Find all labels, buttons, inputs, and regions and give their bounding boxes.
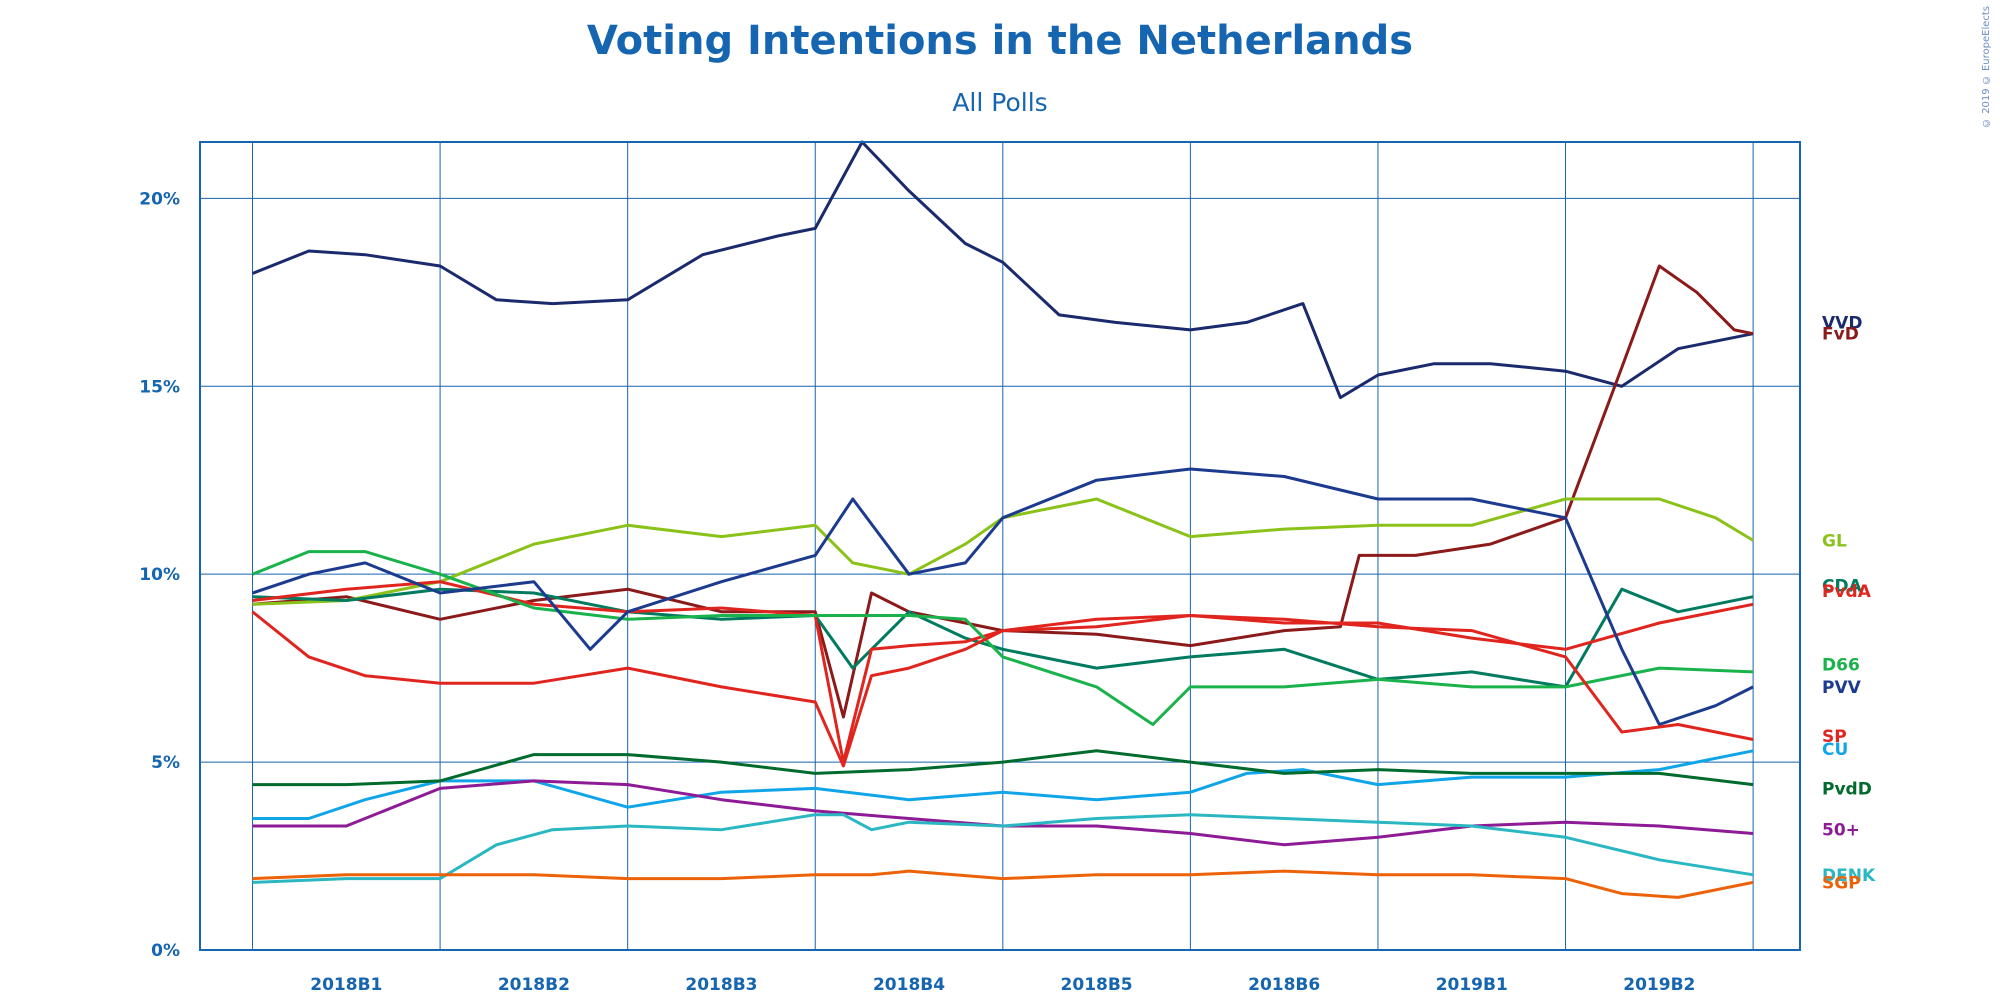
series-lines — [251, 140, 1754, 899]
x-axis-tick-labels: 2018B1 2018B2 2018B3 2018B4 2018B5 2018B6 2019… — [310, 975, 1695, 995]
y-tick-label: 0% — [151, 941, 180, 961]
series-label-denk: DENK — [1822, 866, 1876, 886]
series-line-sgp — [252, 869, 1754, 899]
series-line-cda — [252, 587, 1754, 689]
x-tick-label: 2019B1 — [1436, 975, 1508, 995]
x-tick-label: 2018B2 — [498, 975, 570, 995]
series-label-gl: GL — [1822, 531, 1847, 551]
series-line-fvd — [252, 264, 1754, 719]
series-label-cu: CU — [1822, 740, 1848, 760]
series-line-sp — [251, 610, 1754, 768]
chart-subtitle: All Polls — [952, 88, 1048, 117]
series-line-vvd — [251, 140, 1754, 400]
series-label-d66: D66 — [1822, 655, 1860, 675]
series-label-vvd: VVD — [1822, 313, 1862, 333]
chart-title: Voting Intentions in the Netherlands — [586, 18, 1414, 64]
y-tick-label: 20% — [139, 189, 180, 209]
series-label-pvda: PvdA — [1822, 582, 1872, 602]
series-label-fvd: FvD — [1822, 325, 1859, 345]
series-label-pvv: PVV — [1822, 678, 1862, 698]
x-tick-label: 2018B1 — [310, 975, 382, 995]
x-tick-label: 2018B5 — [1061, 975, 1133, 995]
x-tick-label: 2019B2 — [1623, 975, 1695, 995]
x-tick-label: 2018B4 — [873, 975, 945, 995]
y-tick-label: 15% — [139, 377, 180, 397]
series-line-pvv — [252, 467, 1754, 726]
grid — [200, 142, 1800, 950]
plot-frame — [199, 141, 1801, 951]
x-tick-label: 2018B6 — [1248, 975, 1320, 995]
series-label-50: 50+ — [1822, 821, 1860, 841]
series-label-cda: CDA — [1822, 576, 1863, 596]
series-line-pvda — [252, 580, 1754, 764]
series-label-sgp: SGP — [1822, 873, 1861, 893]
series-line-d66 — [251, 550, 1754, 726]
series-line-denk — [252, 813, 1754, 884]
x-tick-label: 2018B3 — [685, 975, 757, 995]
series-label-pvdd: PvdD — [1822, 779, 1872, 799]
series-line-pvdd — [252, 749, 1754, 787]
y-tick-label: 10% — [139, 565, 180, 585]
series-label-sp: SP — [1822, 727, 1847, 747]
y-tick-label: 5% — [151, 753, 180, 773]
series-line-gl — [252, 497, 1754, 606]
y-axis-tick-labels: 0% 5% 10% 15% 20% — [139, 189, 180, 961]
